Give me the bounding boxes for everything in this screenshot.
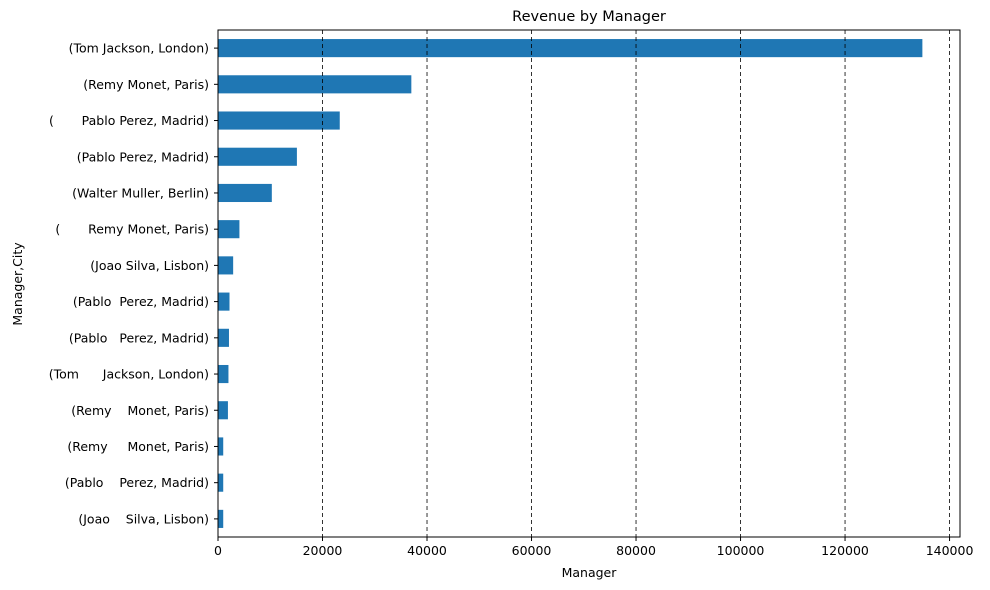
bar <box>218 292 230 311</box>
y-tick-label: (Pablo Perez, Madrid) <box>65 475 209 490</box>
y-tick-label: (Remy Monet, Paris) <box>67 439 209 454</box>
bar <box>218 256 234 275</box>
chart-title: Revenue by Manager <box>512 9 666 25</box>
axes-frame <box>217 29 961 538</box>
bar <box>218 220 240 239</box>
bar <box>218 364 229 384</box>
y-tick-label: (Tom Jackson, London) <box>69 41 209 56</box>
x-tick-label: 0 <box>214 543 222 558</box>
y-tick-label: (Pablo Perez, Madrid) <box>69 330 209 345</box>
bar <box>218 183 272 203</box>
bars <box>218 39 923 528</box>
x-tick-label: 120000 <box>821 543 869 558</box>
plot-frame <box>217 29 961 538</box>
y-tick-label: (Remy Monet, Paris) <box>83 77 209 92</box>
x-axis-label: Manager <box>562 565 618 580</box>
x-tick-label: 40000 <box>407 543 447 558</box>
bar <box>218 75 412 94</box>
y-axis-label: Manager,City <box>10 242 25 326</box>
x-tick-label: 80000 <box>616 543 656 558</box>
x-tick-label: 100000 <box>717 543 765 558</box>
bar <box>218 111 340 130</box>
y-tick-label: (Remy Monet, Paris) <box>71 403 209 418</box>
x-axis-ticks: 0 20000 40000 60000 80000 100000 120000 140000 <box>214 537 973 558</box>
grid-lines-top <box>322 30 950 537</box>
x-tick-label: 60000 <box>512 543 552 558</box>
y-tick-label: (Pablo Perez, Madrid) <box>77 149 209 164</box>
bar <box>218 147 297 166</box>
y-tick-label: (Tom Jackson, London) <box>49 367 209 382</box>
y-tick-label: (Walter Muller, Berlin) <box>72 185 209 200</box>
y-tick-label: (Pablo Perez, Madrid) <box>73 294 209 309</box>
bar <box>218 473 224 492</box>
x-tick-label: 140000 <box>926 543 974 558</box>
y-tick-label: (Joao Silva, Lisbon) <box>78 511 209 526</box>
bar <box>218 509 224 528</box>
bar <box>218 328 229 347</box>
y-tick-label: ( Remy Monet, Paris) <box>55 222 209 237</box>
y-tick-label: (Joao Silva, Lisbon) <box>90 258 209 273</box>
x-tick-label: 20000 <box>303 543 343 558</box>
bar <box>218 437 224 456</box>
bar <box>218 401 228 420</box>
y-tick-label: ( Pablo Perez, Madrid) <box>49 113 209 128</box>
y-axis-ticks: (Tom Jackson, London) (Remy Monet, Paris)… <box>49 41 218 526</box>
bar <box>218 39 923 58</box>
